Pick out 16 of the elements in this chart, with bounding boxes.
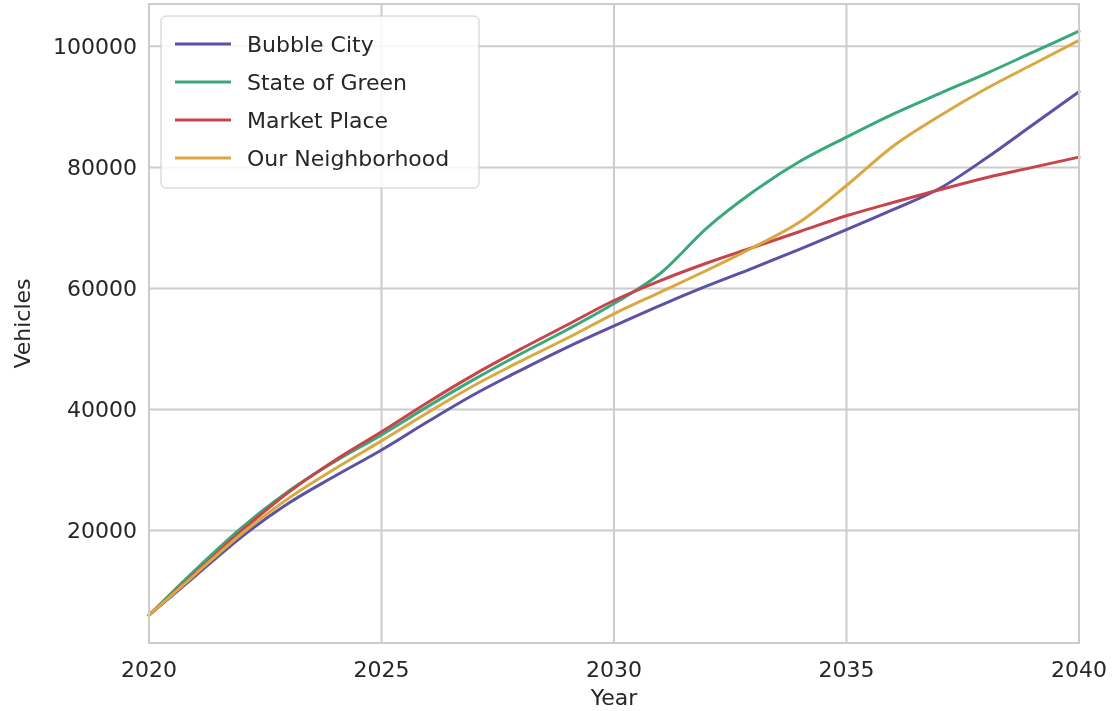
y-tick-label: 40000	[67, 397, 137, 423]
x-axis-title: Year	[589, 685, 639, 710]
x-tick-label: 2035	[818, 657, 875, 682]
legend-label: Market Place	[247, 108, 389, 133]
x-tick-label: 2020	[121, 657, 177, 682]
x-tick-label: 2030	[586, 657, 642, 682]
legend-label: State of Green	[247, 70, 408, 95]
x-tick-label: 2040	[1051, 657, 1107, 682]
legend-label: Our Neighborhood	[247, 146, 450, 171]
y-tick-label: 60000	[67, 276, 137, 302]
y-tick-label: 20000	[67, 518, 137, 544]
x-tick-label: 2025	[353, 657, 410, 682]
y-tick-label: 100000	[53, 34, 137, 60]
y-axis-title: Vehicles	[10, 278, 35, 369]
y-tick-label: 80000	[67, 155, 137, 181]
legend-label: Bubble City	[247, 32, 374, 57]
